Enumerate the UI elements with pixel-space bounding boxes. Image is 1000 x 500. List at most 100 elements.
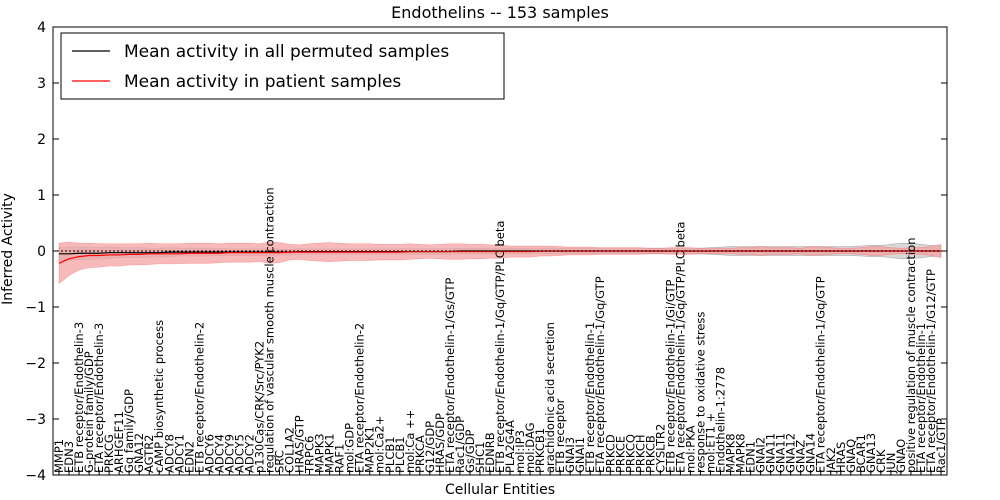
x-tick-label: Endothelin-1:2778 (714, 367, 728, 473)
x-tick-label: MAPK1 (323, 433, 337, 473)
x-tick-label: PRKCB1 (533, 428, 547, 473)
x-tick-label: MAPK8 (734, 433, 748, 473)
chart-title: Endothelins -- 153 samples (391, 3, 609, 22)
x-tick-label: positive regulation of muscle contractio… (904, 237, 918, 473)
y-tick-label: 2 (37, 132, 46, 148)
x-tick-label: COL1A2 (283, 427, 297, 473)
x-tick-label: ETB receptor (553, 398, 567, 473)
x-tick-label: PRKCA (413, 435, 427, 473)
x-tick-label: arachidonic acid secretion (543, 322, 557, 473)
x-tick-label: ETB receptor/Endothelin-3 (72, 322, 86, 473)
x-tick-label: EDNRB (483, 432, 497, 473)
x-tick-label: RAF1 (333, 444, 347, 473)
x-tick-label: GNA11 (774, 433, 788, 473)
x-tick-label: AGTR2 (142, 435, 156, 474)
x-tick-label: G12/GDP (423, 421, 437, 473)
x-tick-label: ETA receptor/Endothelin-3 (92, 323, 106, 473)
y-axis-label: Inferred Activity (0, 193, 16, 305)
x-tick-label: ETA receptor/Endothelin-1/Gq/GTP (814, 276, 828, 473)
x-tick-label: Gs/GDP (463, 429, 477, 473)
x-tick-label: EDN1 (744, 441, 758, 473)
x-tick-label: JUN (884, 453, 898, 474)
y-tick-label: 1 (37, 188, 46, 204)
x-tick-label: HRAS/GDP (433, 413, 447, 473)
legend: Mean activity in all permuted samples Me… (60, 32, 505, 100)
y-tick-label: −1 (25, 300, 46, 316)
legend-label-permuted: Mean activity in all permuted samples (124, 42, 449, 62)
x-tick-label: HRAS/GTP (293, 415, 307, 473)
x-tick-label: mol:ET1 + (703, 413, 717, 473)
plot-frame (52, 26, 948, 476)
x-tick-label: ADCY6 (202, 434, 216, 473)
x-tick-label: SHC1 (473, 442, 487, 473)
x-tick-label: PRKCH (633, 434, 647, 473)
x-tick-label: mol:Ca2+ (373, 416, 387, 473)
y-ticks: −4 −3 −2 −1 0 1 2 3 4 (25, 20, 947, 484)
y-tick-label: 0 (37, 244, 46, 260)
x-tick-label: GNA12 (784, 433, 798, 473)
x-tick-label: EDN3 (62, 441, 76, 473)
x-tick-label: ADCY8 (162, 434, 176, 473)
x-tick-label: PLA2G4A (503, 420, 517, 473)
x-tick-label: PRKCQ (623, 434, 637, 473)
x-tick-label: ETA receptor/Endothelin-1/G12/GTP (924, 269, 938, 473)
x-tick-label: GNAI1 (573, 437, 587, 473)
x-tick-label: BCAR1 (854, 434, 868, 473)
x-tick-label: EDN2 (182, 441, 196, 473)
x-tick-label: GNAI2 (754, 437, 768, 473)
y-tick-label: 4 (37, 20, 46, 36)
legend-box (60, 32, 505, 100)
x-tick-label: Rac1/GDP (453, 416, 467, 473)
y-tick-label: −4 (25, 468, 46, 484)
x-tick-label: ADCY4 (212, 434, 226, 473)
x-tick-label: JAK2 (824, 447, 838, 474)
y-tick-label: −3 (25, 412, 46, 428)
x-tick-label: MAP2K1 (363, 426, 377, 473)
y-tick-label: 3 (37, 76, 46, 92)
x-tick-label: ETB receptor/Endothelin-2 (192, 322, 206, 473)
x-tick-label: mol:GDP (343, 423, 357, 473)
x-tick-label: GNAQ (844, 439, 858, 473)
x-tick-label: PRKCG (102, 434, 116, 473)
x-axis-label: Cellular Entities (445, 482, 555, 498)
x-tick-label: regulation of vascular smooth muscle con… (262, 187, 276, 473)
x-tick-label: GNA14 (804, 433, 818, 473)
x-tick-label: ETA receptor/Endothelin-1/Gq/GTP/PLC bet… (673, 222, 687, 473)
x-tick-label: cAMP biosynthetic process (152, 320, 166, 473)
x-tick-label: GNAI3 (563, 437, 577, 473)
x-tick-label: GNA12 (132, 433, 146, 473)
legend-label-patient: Mean activity in patient samples (124, 72, 401, 92)
x-tick-label: mol:Ca ++ (403, 410, 417, 473)
x-tick-label: mol:PKA (683, 425, 697, 473)
x-tick-label: ADCY5 (232, 434, 246, 473)
x-tick-label: mol:IP3 (513, 430, 527, 473)
x-tick-label: ADCY9 (222, 434, 236, 473)
x-tick-label: PLCB1 (383, 436, 397, 473)
x-tick-label: CRK (874, 449, 888, 473)
x-tick-label: GNA13 (864, 433, 878, 473)
x-tick-label: ETA receptor/Endothelin-1 (914, 323, 928, 473)
x-tick-label: GNAO (894, 439, 908, 473)
x-tick-label: Rac1/GTP (934, 418, 948, 473)
x-tick-label: GNA11 (764, 433, 778, 473)
x-tick-label: ETB receptor/Endothelin-1 (583, 322, 597, 473)
y-tick-label: −2 (25, 356, 46, 372)
x-tick-label: ADCY2 (242, 434, 256, 473)
x-tick-label: G-protein family/GDP (82, 351, 96, 473)
x-tick-label: PRKCE (613, 436, 627, 473)
x-tick-label: mol:DAG (523, 422, 537, 473)
x-tick-label: MAPK8 (724, 433, 738, 473)
x-tick-label: ETA receptor/Endothelin-2 (353, 323, 367, 473)
x-tick-label: ADCY1 (172, 434, 186, 473)
x-tick-label: response to oxidative stress (693, 312, 707, 473)
x-tick-label: MAPK3 (313, 433, 327, 473)
x-tick-label: PRKCB (643, 435, 657, 473)
x-tick-label: TRPC6 (303, 436, 317, 474)
x-tick-label: ARHGEF11 (112, 411, 126, 473)
x-tick-label: PLCB1 (393, 436, 407, 473)
x-tick-label: ETB receptor/Endothelin-1/Gi/GTP (663, 279, 677, 473)
x-tick-label: CYSLTR2 (653, 424, 667, 473)
x-tick-label: ETA receptor/Endothelin-1/Gq/GTP (593, 276, 607, 473)
x-tick-label: ETA receptor/Endothelin-1/Gs/GTP (443, 278, 457, 473)
